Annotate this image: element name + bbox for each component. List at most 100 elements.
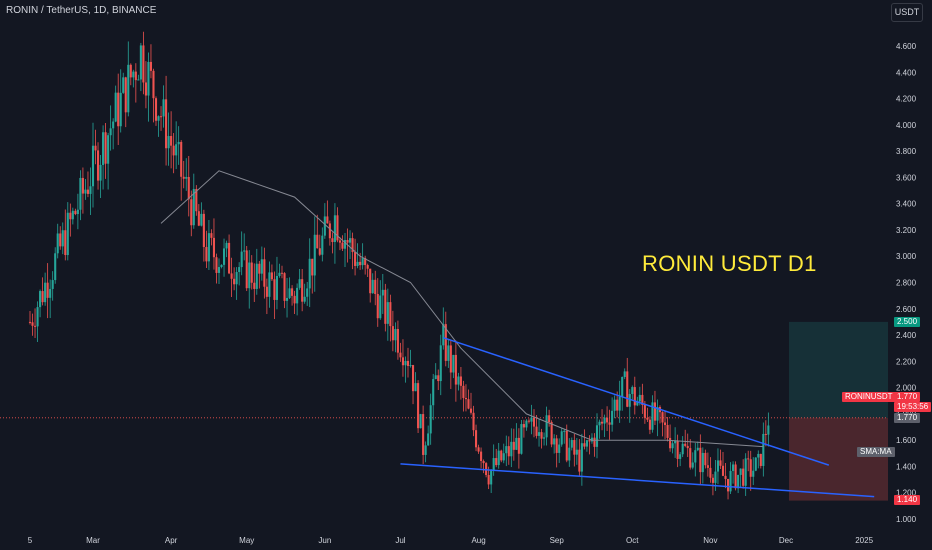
candle-body[interactable] bbox=[321, 235, 324, 255]
profit-zone[interactable] bbox=[789, 321, 888, 418]
candle-body[interactable] bbox=[343, 239, 347, 249]
candle-body[interactable] bbox=[525, 420, 528, 428]
candle-body[interactable] bbox=[543, 437, 546, 439]
candle-body[interactable] bbox=[351, 238, 354, 253]
candle-body[interactable] bbox=[764, 433, 767, 435]
candle-body[interactable] bbox=[265, 286, 268, 297]
candle-body[interactable] bbox=[212, 237, 216, 258]
candle-body[interactable] bbox=[348, 238, 352, 243]
candle-body[interactable] bbox=[613, 399, 616, 411]
candle-body[interactable] bbox=[192, 188, 195, 226]
candle-body[interactable] bbox=[454, 354, 457, 385]
candle-body[interactable] bbox=[744, 458, 747, 486]
candle-body[interactable] bbox=[195, 188, 198, 212]
candle-body[interactable] bbox=[568, 447, 571, 461]
candle-body[interactable] bbox=[64, 230, 67, 256]
candle-body[interactable] bbox=[79, 177, 82, 210]
candle-body[interactable] bbox=[149, 61, 153, 71]
candle-body[interactable] bbox=[505, 446, 508, 454]
candle-body[interactable] bbox=[636, 401, 639, 406]
candle-body[interactable] bbox=[46, 282, 49, 298]
currency-button[interactable]: USDT bbox=[891, 3, 923, 22]
candle-body[interactable] bbox=[472, 412, 475, 431]
candle-body[interactable] bbox=[701, 452, 704, 473]
candle-body[interactable] bbox=[215, 257, 218, 273]
candle-body[interactable] bbox=[553, 438, 556, 445]
candle-body[interactable] bbox=[134, 71, 137, 81]
candle-body[interactable] bbox=[49, 288, 52, 298]
candle-body[interactable] bbox=[369, 268, 372, 294]
candle-body[interactable] bbox=[606, 417, 609, 423]
candle-body[interactable] bbox=[200, 213, 203, 226]
candle-body[interactable] bbox=[754, 457, 757, 471]
candle-body[interactable] bbox=[190, 199, 193, 226]
candle-body[interactable] bbox=[694, 450, 697, 463]
candle-body[interactable] bbox=[434, 375, 437, 380]
candle-body[interactable] bbox=[669, 437, 672, 449]
candle-body[interactable] bbox=[61, 230, 64, 247]
candle-body[interactable] bbox=[419, 414, 422, 429]
candle-body[interactable] bbox=[323, 216, 326, 236]
candle-body[interactable] bbox=[747, 458, 750, 460]
candle-body[interactable] bbox=[608, 422, 611, 425]
candle-body[interactable] bbox=[726, 478, 730, 492]
candle-body[interactable] bbox=[71, 210, 74, 220]
candle-body[interactable] bbox=[336, 215, 339, 241]
candle-body[interactable] bbox=[374, 279, 377, 295]
candle-body[interactable] bbox=[548, 415, 551, 423]
candle-body[interactable] bbox=[527, 420, 531, 422]
candle-body[interactable] bbox=[104, 132, 107, 164]
candle-body[interactable] bbox=[94, 145, 97, 151]
candle-body[interactable] bbox=[230, 273, 233, 279]
candle-body[interactable] bbox=[464, 397, 468, 400]
candle-body[interactable] bbox=[477, 447, 480, 452]
candle-body[interactable] bbox=[361, 257, 364, 266]
candle-body[interactable] bbox=[709, 467, 712, 478]
candle-body[interactable] bbox=[724, 475, 727, 479]
candle-body[interactable] bbox=[719, 460, 722, 466]
candle-body[interactable] bbox=[603, 417, 606, 424]
candle-body[interactable] bbox=[54, 253, 57, 281]
candle-body[interactable] bbox=[585, 440, 588, 447]
candle-body[interactable] bbox=[530, 417, 533, 422]
candle-body[interactable] bbox=[689, 448, 692, 468]
candle-body[interactable] bbox=[177, 141, 180, 145]
candle-body[interactable] bbox=[681, 443, 684, 455]
candle-body[interactable] bbox=[661, 412, 664, 423]
candle-body[interactable] bbox=[59, 233, 62, 247]
candle-body[interactable] bbox=[409, 365, 412, 367]
candle-body[interactable] bbox=[558, 444, 561, 453]
candle-body[interactable] bbox=[331, 238, 334, 243]
candle-body[interactable] bbox=[238, 267, 241, 273]
candle-body[interactable] bbox=[422, 414, 425, 455]
candle-body[interactable] bbox=[253, 282, 256, 289]
candle-body[interactable] bbox=[631, 387, 634, 394]
candle-body[interactable] bbox=[124, 77, 127, 113]
candle-body[interactable] bbox=[338, 240, 342, 243]
candle-body[interactable] bbox=[684, 443, 687, 446]
candle-body[interactable] bbox=[137, 79, 140, 81]
candle-body[interactable] bbox=[598, 421, 601, 426]
candle-body[interactable] bbox=[31, 322, 34, 326]
candle-body[interactable] bbox=[379, 295, 382, 319]
candle-body[interactable] bbox=[293, 295, 296, 304]
symbol-title[interactable]: RONIN / TetherUS, 1D, BINANCE bbox=[6, 5, 157, 16]
candle-body[interactable] bbox=[255, 263, 258, 289]
candle-body[interactable] bbox=[167, 136, 170, 149]
candle-body[interactable] bbox=[411, 365, 415, 392]
candle-body[interactable] bbox=[202, 213, 205, 247]
candle-body[interactable] bbox=[306, 288, 309, 297]
candle-body[interactable] bbox=[704, 452, 707, 466]
candle-body[interactable] bbox=[391, 326, 394, 341]
candle-body[interactable] bbox=[417, 383, 420, 429]
candle-body[interactable] bbox=[623, 371, 626, 377]
candle-body[interactable] bbox=[187, 176, 190, 200]
candle-body[interactable] bbox=[633, 387, 636, 406]
candle-body[interactable] bbox=[225, 242, 228, 249]
candle-body[interactable] bbox=[575, 449, 578, 455]
candle-body[interactable] bbox=[714, 471, 717, 483]
candle-body[interactable] bbox=[102, 132, 105, 165]
candle-body[interactable] bbox=[563, 430, 566, 432]
candle-body[interactable] bbox=[492, 458, 495, 471]
